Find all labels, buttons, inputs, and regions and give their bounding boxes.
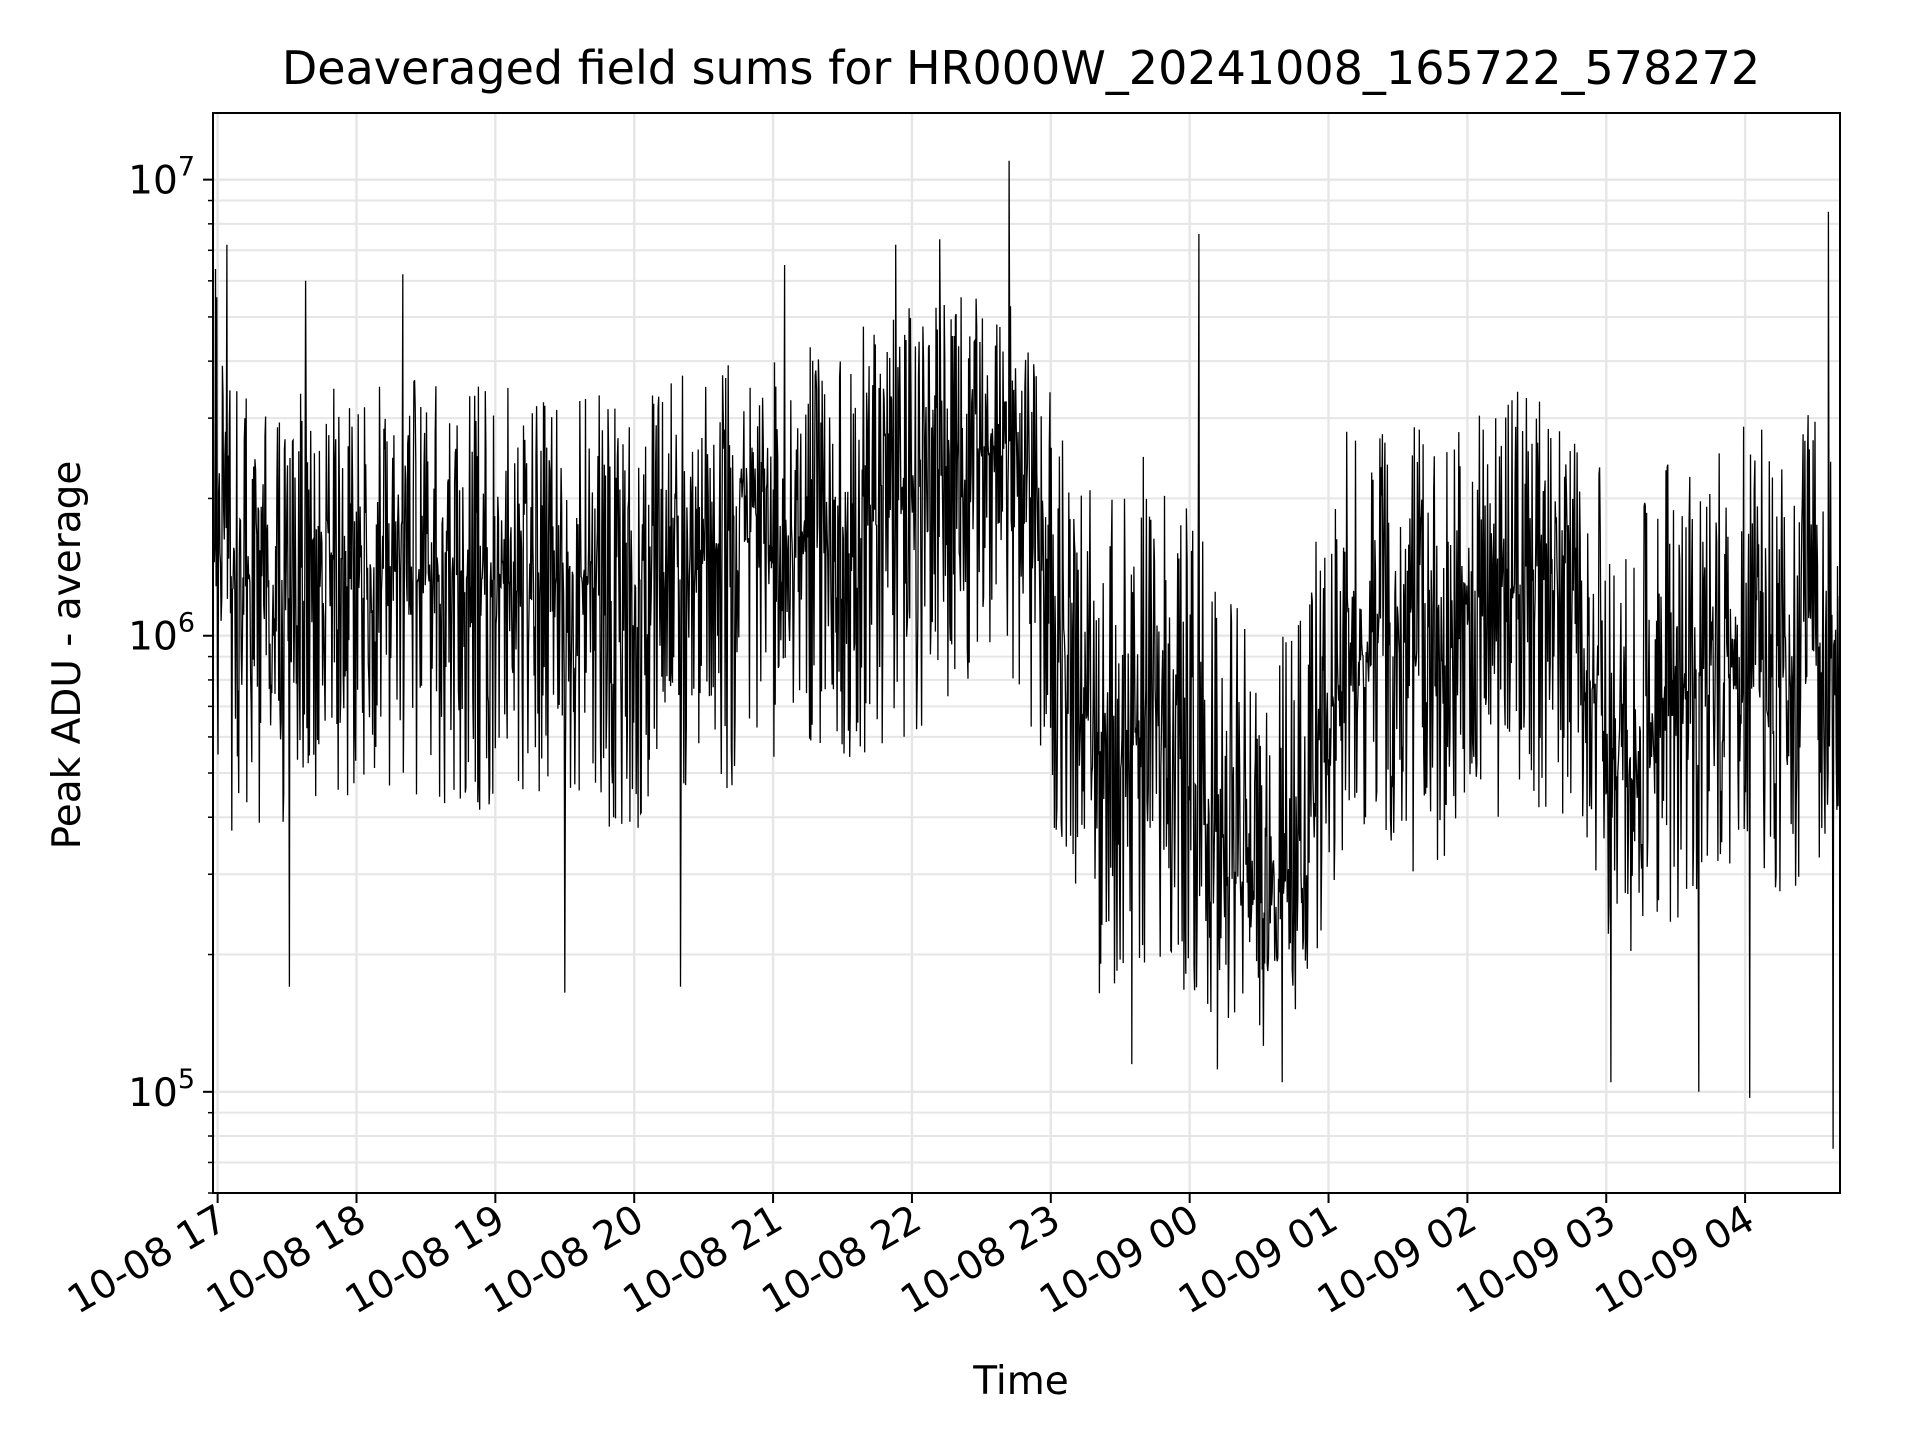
y-tick-label: 105	[128, 1064, 195, 1116]
y-tick-label-exponent: 6	[178, 608, 195, 639]
y-tick-label-base: 10	[128, 159, 178, 204]
x-axis-label: Time	[972, 1359, 1068, 1404]
y-tick-label-base: 10	[128, 615, 178, 660]
y-tick-label-base: 10	[128, 1071, 178, 1116]
data-series	[212, 160, 1841, 1149]
y-tick-label-exponent: 5	[178, 1064, 195, 1095]
y-tick-label-exponent: 7	[178, 152, 195, 183]
series-line	[212, 160, 1841, 1149]
chart-title: Deaveraged field sums for HR000W_2024100…	[282, 41, 1760, 95]
y-tick-label: 106	[128, 608, 195, 660]
y-tick-label: 107	[128, 152, 195, 204]
y-axis-label: Peak ADU - average	[45, 461, 90, 850]
plot-frame	[212, 112, 1841, 1194]
